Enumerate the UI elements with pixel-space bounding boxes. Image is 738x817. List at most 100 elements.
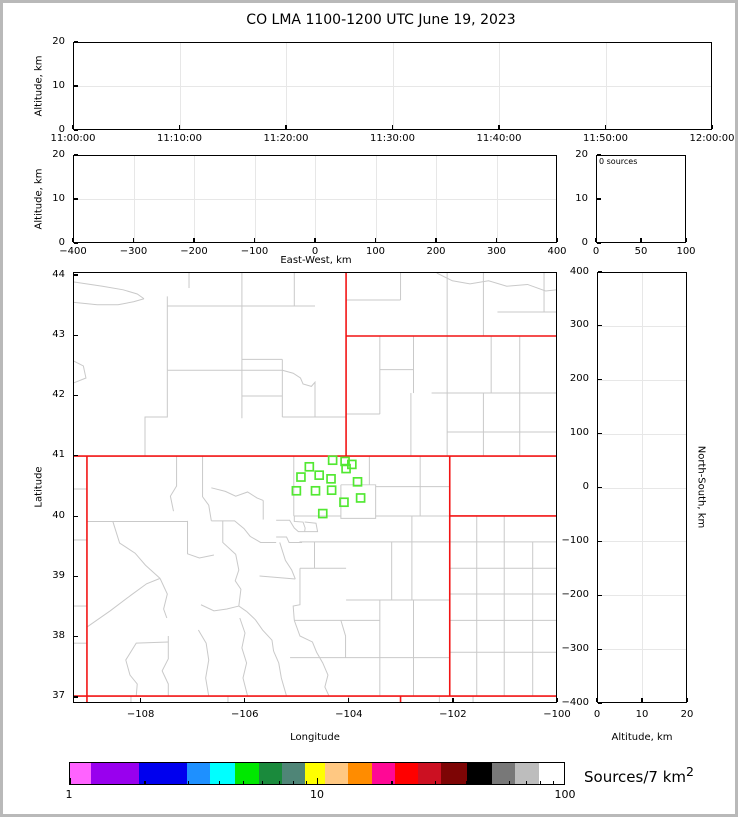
county-boundary (200, 604, 239, 612)
colorbar-minor-tick (262, 780, 264, 784)
tick-mark (74, 85, 79, 87)
colorbar-minor-tick (552, 780, 554, 784)
tick-mark (72, 124, 74, 129)
county-boundary (74, 281, 145, 300)
tick-mark (74, 455, 79, 457)
lightning-source-marker (339, 497, 349, 508)
x-tick-label: 11:10:00 (157, 133, 202, 144)
county-boundary (222, 520, 237, 555)
tick-mark (74, 41, 79, 43)
county-boundary (187, 520, 215, 559)
tick-mark (348, 697, 350, 702)
tick-mark (74, 154, 79, 156)
y-tick-label: 39 (52, 569, 65, 581)
county-boundary (144, 370, 168, 457)
x-tick-label: 11:20:00 (263, 133, 309, 144)
gridline (597, 325, 687, 327)
panel-altitude-vs-time (73, 42, 712, 130)
gridline (597, 595, 687, 597)
tick-mark (74, 575, 79, 577)
colorbar-minor-tick (293, 780, 295, 784)
county-boundary (292, 568, 301, 621)
colorbar-segment (325, 763, 349, 784)
xaxis-label-altitude-bottom: Altitude, km (611, 732, 673, 743)
xaxis-label-longitude: Longitude (290, 732, 340, 743)
tick-mark (556, 237, 558, 242)
x-tick-label: 100 (365, 246, 386, 257)
x-tick-label: 11:50:00 (583, 133, 628, 144)
x-tick-label: −102 (439, 709, 467, 720)
y-tick-label: −400 (561, 696, 589, 708)
plot-title: CO LMA 1100-1200 UTC June 19, 2023 (246, 12, 516, 28)
colorbar-segment (348, 763, 372, 784)
lightning-source-marker (304, 461, 315, 472)
lightning-source-marker (326, 485, 337, 496)
county-boundary (169, 456, 178, 512)
county-boundary (436, 273, 556, 292)
tick-mark (74, 274, 79, 276)
x-tick-label: 200 (426, 246, 446, 257)
gridline (73, 199, 557, 200)
county-boundary (234, 554, 247, 612)
x-tick-label: 50 (634, 246, 648, 257)
panel-altitude-vs-eastwest (73, 155, 557, 243)
tick-mark (640, 237, 642, 242)
colorbar-segment (539, 763, 564, 784)
colorbar-tick-label: 10 (310, 788, 324, 801)
colorbar-label-superscript: 2 (686, 764, 694, 779)
county-boundary (239, 617, 249, 697)
colorbar-tick-label: 100 (554, 788, 576, 801)
tick-mark (314, 237, 316, 242)
county-boundary (74, 360, 87, 384)
x-tick-label: 0 (593, 709, 601, 720)
colorbar-minor-tick (242, 780, 244, 784)
county-boundary (86, 577, 161, 628)
colorbar-segment (70, 763, 91, 784)
tick-mark (686, 697, 688, 702)
tick-mark (598, 594, 603, 596)
tick-mark (74, 242, 79, 244)
tick-mark (598, 379, 603, 381)
county-boundary (340, 620, 347, 658)
x-tick-label: −400 (59, 246, 87, 257)
y-tick-label: 37 (52, 690, 65, 702)
x-tick-label: 300 (486, 246, 507, 257)
x-tick-label: −100 (240, 246, 269, 257)
tick-mark (498, 124, 500, 129)
tick-mark (641, 697, 643, 702)
tick-mark (598, 702, 603, 704)
tick-mark (598, 486, 603, 489)
colorbar-minor-tick (391, 780, 393, 784)
tick-mark (598, 648, 603, 650)
colorbar-segment (466, 763, 492, 784)
colorbar-segment (281, 763, 305, 784)
x-tick-label: 0 (311, 246, 319, 257)
gridline (597, 541, 687, 543)
y-tick-label: 0 (58, 236, 65, 248)
gridline (597, 487, 687, 489)
panel-northsouth-vs-altitude (597, 272, 687, 703)
x-tick-label: 100 (676, 246, 696, 257)
county-boundary (197, 629, 210, 697)
y-tick-label: 100 (569, 427, 589, 439)
county-boundary (125, 641, 169, 697)
x-tick-label: 11:30:00 (370, 133, 415, 144)
y-tick-label: −200 (561, 588, 589, 600)
colorbar-minor-tick (540, 780, 542, 784)
tick-mark (74, 696, 79, 698)
y-tick-label: 200 (569, 373, 589, 385)
county-boundary (340, 484, 377, 519)
y-tick-label: 300 (569, 319, 589, 331)
x-tick-label: −104 (335, 709, 363, 720)
tick-mark (598, 540, 603, 542)
colorbar-minor-tick (278, 780, 280, 784)
county-boundary (211, 520, 277, 543)
tick-mark (435, 237, 437, 242)
colorbar-minor-tick (144, 780, 146, 784)
tick-mark (132, 237, 135, 242)
colorbar-major-tick (70, 778, 72, 784)
colorbar-segment (90, 763, 140, 784)
yaxis-label-latitude: Latitude (33, 466, 45, 508)
tick-mark (597, 198, 602, 200)
